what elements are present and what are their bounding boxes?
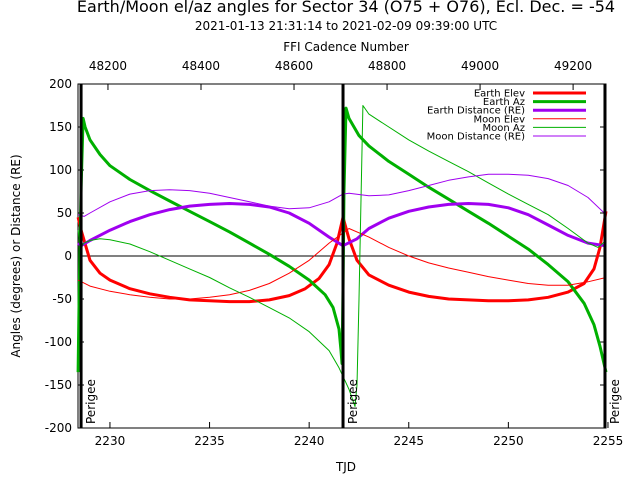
x2-tick-label: 48800 [368, 59, 406, 73]
x2-tick-label: 48200 [89, 59, 127, 73]
x-axis-label: TJD [335, 460, 356, 474]
series-line-moon-distance-re [77, 173, 607, 217]
legend-label: Moon Elev [473, 114, 525, 125]
legend-label: Moon Distance (RE) [427, 132, 525, 143]
series-line-moon-az [77, 105, 607, 407]
series-layer [76, 105, 608, 407]
x2-tick-label: 49200 [554, 59, 592, 73]
perigee-label: Perigee [346, 379, 360, 424]
x-tick-label: 2245 [393, 434, 424, 448]
plot-area: 200 150 100 50 0 -50 -100 -150 -200 2230 2235 2240 2… [45, 59, 623, 448]
perigee-label: Perigee [608, 379, 622, 424]
y-tick-label: -200 [45, 421, 72, 435]
legend-label: Earth Elev [474, 89, 525, 100]
chart-title: Earth/Moon el/az angles for Sector 34 (O… [77, 0, 615, 16]
x2-tick-label: 48600 [275, 59, 313, 73]
x-tick-label: 2230 [95, 434, 126, 448]
series-line-earth-distance-re [77, 202, 606, 248]
x-tick-label: 2255 [593, 434, 624, 448]
y-tick-label: 0 [64, 249, 72, 263]
y-tick-label: 100 [49, 163, 72, 177]
perigee-layer: Perigee Perigee Perigee [79, 84, 622, 428]
x-tick-label: 2235 [194, 434, 225, 448]
x2-tick-label: 49000 [461, 59, 499, 73]
y-tick-label: -100 [45, 335, 72, 349]
x-tick-label: 2240 [294, 434, 325, 448]
y-tick-label: -150 [45, 378, 72, 392]
y-tick-label: 200 [49, 77, 72, 91]
y-tick-label: 50 [57, 206, 72, 220]
x2-tick-label: 48400 [182, 59, 220, 73]
series-line-moon-elev [77, 228, 607, 300]
series-line-earth-elev [76, 211, 608, 304]
series-line-earth-az [76, 106, 608, 373]
legend-label: Earth Distance (RE) [427, 106, 525, 117]
x-tick-label: 2250 [493, 434, 524, 448]
chart-subtitle: 2021-01-13 21:31:14 to 2021-02-09 09:39:… [195, 19, 497, 33]
y-axis-label: Angles (degrees) or Distance (RE) [9, 154, 23, 357]
perigee-label: Perigee [84, 379, 98, 424]
y-tick-label: 150 [49, 120, 72, 134]
legend-label: Earth Az [483, 97, 525, 108]
top-axis-label: FFI Cadence Number [283, 40, 409, 54]
legend-label: Moon Az [483, 123, 525, 134]
y-tick-label: -50 [52, 292, 72, 306]
